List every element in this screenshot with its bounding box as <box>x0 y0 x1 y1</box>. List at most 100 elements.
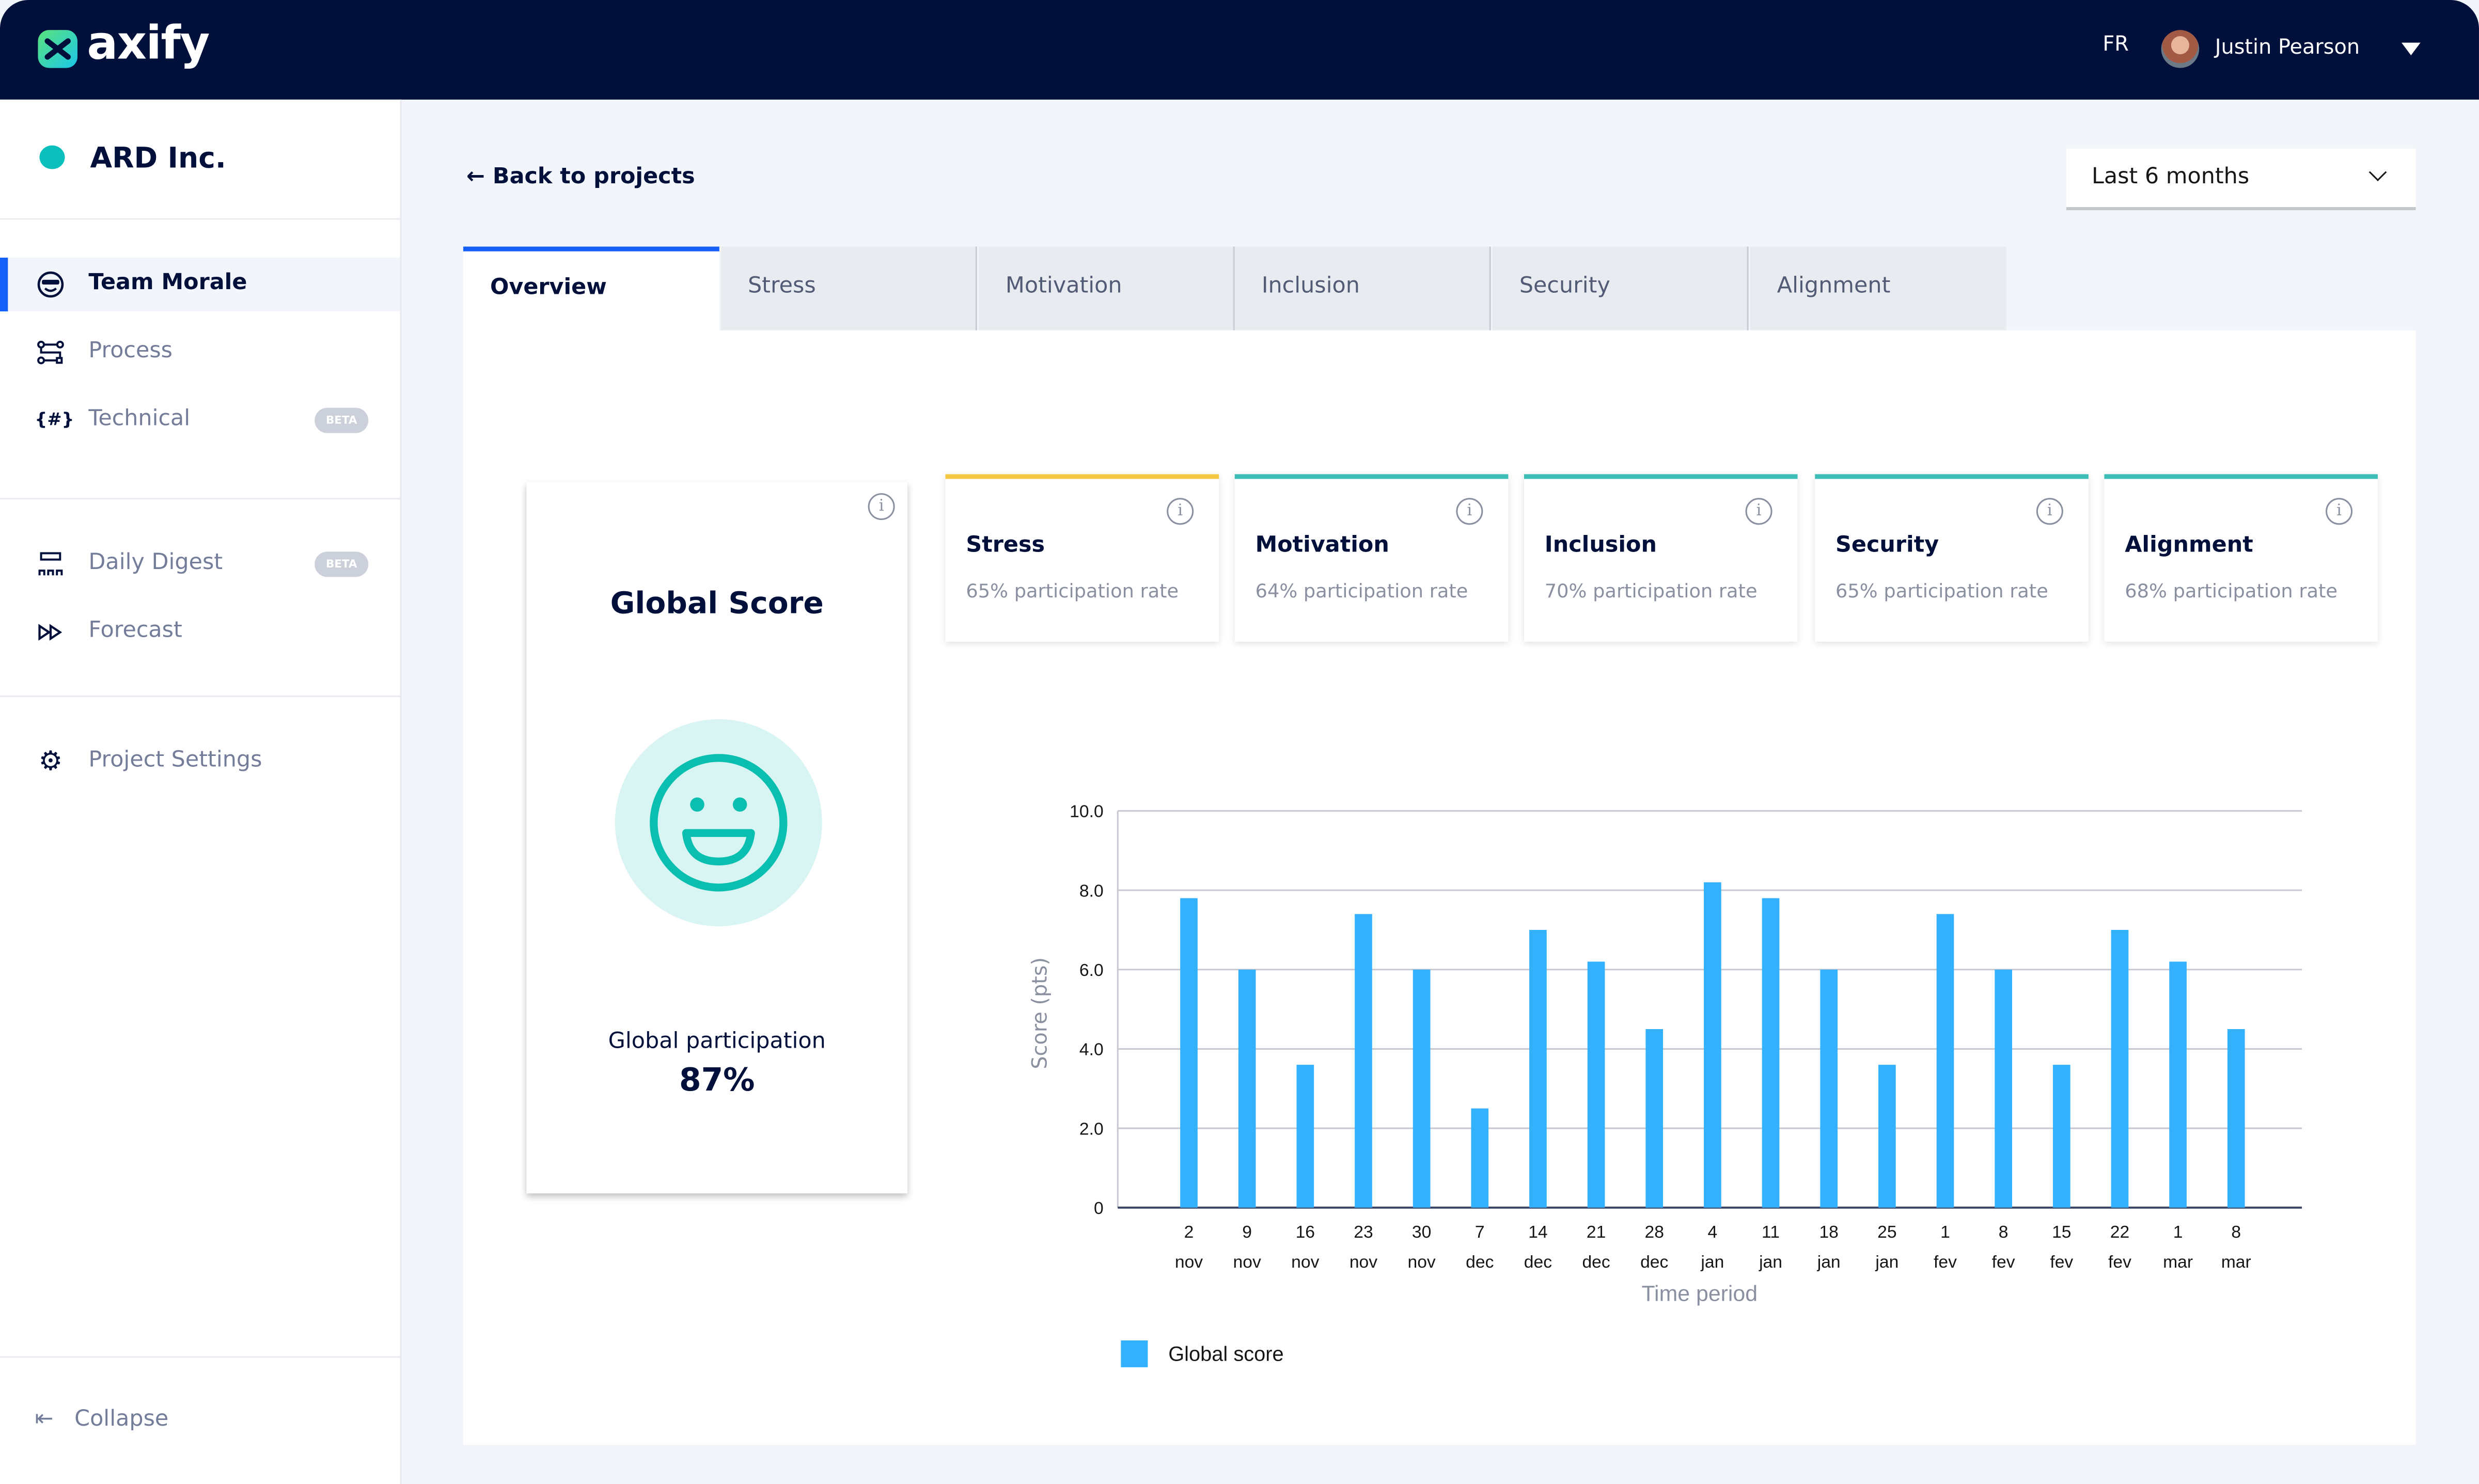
x-tick-month: fev <box>1934 1253 1957 1272</box>
x-tick-month: mar <box>2163 1253 2193 1272</box>
tab-alignment[interactable]: Alignment <box>1750 246 2006 330</box>
metric-card-inclusion[interactable]: i Inclusion 70% participation rate <box>1524 474 1798 642</box>
global-score-title: Global Score <box>610 586 824 622</box>
x-tick-month: jan <box>1875 1253 1899 1272</box>
metric-participation: 65% participation rate <box>966 580 1179 603</box>
tab-label: Security <box>1519 273 1610 299</box>
x-tick-month: nov <box>1350 1253 1377 1272</box>
bar <box>1878 1065 1896 1208</box>
x-tick-month: dec <box>1466 1253 1494 1272</box>
org-name: ARD Inc. <box>90 142 226 176</box>
metric-card-alignment[interactable]: i Alignment 68% participation rate <box>2104 474 2378 642</box>
bar <box>1529 929 1547 1208</box>
x-tick-day: 1 <box>2173 1223 2183 1242</box>
sidebar-item-technical[interactable]: {#} Technical BETA <box>0 393 400 447</box>
bar <box>1936 914 1954 1208</box>
beta-badge: BETA <box>315 551 369 577</box>
global-participation-label: Global participation <box>608 1029 826 1054</box>
bar <box>1587 961 1605 1208</box>
x-tick-day: 2 <box>1184 1223 1194 1242</box>
info-icon[interactable]: i <box>868 493 895 520</box>
info-icon[interactable]: i <box>2036 498 2063 525</box>
workflow-icon <box>35 338 66 367</box>
x-tick-day: 11 <box>1762 1223 1780 1242</box>
metric-title: Inclusion <box>1544 532 1657 558</box>
bar <box>2052 1065 2070 1208</box>
sidebar-item-label: Daily Digest <box>88 550 223 576</box>
sidebar-item-project-settings[interactable]: ⚙ Project Settings <box>0 735 400 788</box>
back-label: Back to projects <box>492 164 695 190</box>
x-tick-day: 22 <box>2110 1223 2129 1242</box>
info-icon[interactable]: i <box>2326 498 2353 525</box>
info-icon[interactable]: i <box>1456 498 1483 525</box>
bar <box>1995 969 2012 1208</box>
metric-card-security[interactable]: i Security 65% participation rate <box>1815 474 2089 642</box>
global-score-card: i Global Score Global participation 87% <box>526 482 908 1194</box>
legend-swatch <box>1121 1340 1148 1367</box>
divider <box>0 695 400 697</box>
tab-stress[interactable]: Stress <box>720 246 977 330</box>
language-switch[interactable]: FR <box>2103 33 2129 57</box>
bar <box>1180 898 1198 1208</box>
sidebar <box>0 99 402 1484</box>
metric-participation: 70% participation rate <box>1544 580 1758 603</box>
bar <box>1238 969 1256 1208</box>
x-tick-day: 9 <box>1242 1223 1252 1242</box>
x-tick-month: jan <box>1817 1253 1841 1272</box>
y-tick-label: 10.0 <box>1070 802 1104 822</box>
collapse-button[interactable]: ⇤ Collapse <box>35 1407 168 1432</box>
info-icon[interactable]: i <box>1745 498 1772 525</box>
bar <box>2169 961 2187 1208</box>
bar <box>1413 969 1431 1208</box>
user-menu-caret-icon[interactable] <box>2401 42 2421 56</box>
global-participation-value: 87% <box>679 1061 755 1099</box>
tab-security[interactable]: Security <box>1492 246 1749 330</box>
x-tick-day: 14 <box>1528 1223 1547 1242</box>
period-select-value: Last 6 months <box>2091 164 2250 190</box>
x-tick-month: mar <box>2221 1253 2251 1272</box>
bar <box>2227 1029 2245 1208</box>
metric-title: Alignment <box>2125 532 2253 558</box>
bar <box>1645 1029 1664 1208</box>
metric-card-stress[interactable]: i Stress 65% participation rate <box>945 474 1219 642</box>
x-tick-month: nov <box>1233 1253 1261 1272</box>
beta-badge: BETA <box>315 407 369 433</box>
x-tick-day: 16 <box>1296 1223 1315 1242</box>
sidebar-item-team-morale[interactable]: Team Morale <box>0 257 400 312</box>
tab-overview[interactable]: Overview <box>463 246 719 330</box>
x-axis-title: Time period <box>1641 1281 1758 1306</box>
avatar[interactable] <box>2161 30 2200 68</box>
sidebar-item-forecast[interactable]: Forecast <box>0 605 400 659</box>
sunglasses-face-icon <box>35 270 66 298</box>
y-tick-label: 6.0 <box>1079 961 1104 980</box>
x-tick-day: 25 <box>1877 1223 1896 1242</box>
sidebar-item-daily-digest[interactable]: Daily Digest BETA <box>0 538 400 591</box>
tab-motivation[interactable]: Motivation <box>978 246 1235 330</box>
info-icon[interactable]: i <box>1167 498 1194 525</box>
metric-participation: 68% participation rate <box>2125 580 2338 603</box>
x-tick-day: 1 <box>1940 1223 1950 1242</box>
user-name[interactable]: Justin Pearson <box>2215 36 2360 60</box>
back-to-projects-link[interactable]: ← Back to projects <box>466 164 695 190</box>
y-tick-label: 2.0 <box>1079 1119 1104 1139</box>
metric-participation: 64% participation rate <box>1255 580 1468 603</box>
x-tick-day: 23 <box>1354 1223 1373 1242</box>
divider <box>0 218 400 220</box>
x-tick-day: 7 <box>1475 1223 1485 1242</box>
logo-text[interactable]: axify <box>87 15 210 70</box>
period-select[interactable]: Last 6 months <box>2066 148 2416 211</box>
bar <box>1471 1108 1489 1208</box>
metric-title: Security <box>1835 532 1939 558</box>
y-tick-label: 4.0 <box>1079 1040 1104 1060</box>
metric-card-motivation[interactable]: i Motivation 64% participation rate <box>1234 474 1509 642</box>
x-tick-month: nov <box>1175 1253 1203 1272</box>
x-tick-month: nov <box>1407 1253 1435 1272</box>
x-tick-day: 30 <box>1412 1223 1431 1242</box>
team-board-icon <box>35 550 66 578</box>
fast-forward-icon <box>35 618 66 646</box>
tab-inclusion[interactable]: Inclusion <box>1234 246 1491 330</box>
x-tick-day: 8 <box>2231 1223 2241 1242</box>
sidebar-item-process[interactable]: Process <box>0 326 400 380</box>
collapse-label: Collapse <box>74 1407 169 1432</box>
